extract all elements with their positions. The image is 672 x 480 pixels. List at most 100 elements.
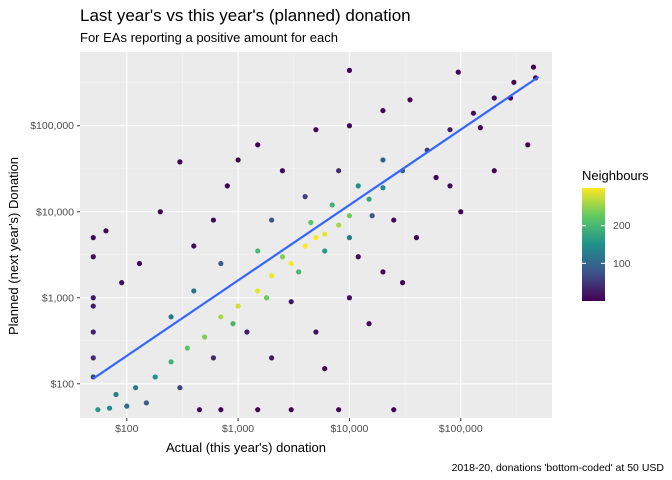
y-tick-label: $1,000 xyxy=(42,292,74,304)
x-axis-title: Actual (this year's) donation xyxy=(166,440,326,455)
data-point xyxy=(143,400,149,406)
data-point xyxy=(470,110,477,116)
data-point xyxy=(90,295,96,301)
data-point xyxy=(210,217,217,223)
data-point xyxy=(336,168,342,174)
data-point xyxy=(302,243,308,249)
data-point xyxy=(355,254,361,260)
color-legend: Neighbours 100 200 xyxy=(582,168,649,301)
data-point xyxy=(103,228,109,234)
data-point xyxy=(244,329,250,335)
data-point xyxy=(336,407,342,413)
data-point xyxy=(124,403,130,409)
data-point xyxy=(346,235,353,241)
data-point xyxy=(288,299,294,305)
legend-title: Neighbours xyxy=(582,168,649,183)
data-point xyxy=(235,157,241,163)
data-point xyxy=(90,355,96,361)
data-point xyxy=(168,314,174,320)
data-point xyxy=(391,407,397,413)
data-point xyxy=(322,248,328,254)
data-point xyxy=(413,235,420,241)
data-point xyxy=(346,67,353,73)
data-point xyxy=(177,385,183,391)
data-point xyxy=(346,123,353,129)
data-point xyxy=(132,385,139,391)
data-point xyxy=(255,407,261,413)
data-point xyxy=(269,355,275,361)
data-point xyxy=(191,243,197,249)
data-point xyxy=(530,64,537,70)
data-point xyxy=(433,174,439,181)
fit-line-group xyxy=(92,75,540,380)
data-point xyxy=(210,355,217,361)
data-point xyxy=(90,235,96,241)
data-point xyxy=(336,222,342,228)
data-point xyxy=(313,329,319,335)
chart-caption: 2018-20, donations 'bottom-coded' at 50 … xyxy=(451,462,664,474)
data-point xyxy=(313,235,319,241)
data-point xyxy=(152,374,158,380)
data-point xyxy=(279,254,286,260)
data-point xyxy=(184,345,190,351)
data-point xyxy=(391,217,397,223)
data-point xyxy=(136,260,143,267)
legend-tick-label: 200 xyxy=(613,220,631,232)
y-tick-label: $100,000 xyxy=(30,120,74,132)
data-point xyxy=(447,183,453,189)
data-point xyxy=(346,213,353,219)
data-point xyxy=(113,391,119,398)
data-point xyxy=(224,183,230,189)
data-point xyxy=(458,209,464,215)
data-point xyxy=(90,303,96,309)
data-point xyxy=(168,359,174,365)
data-point xyxy=(269,273,275,279)
y-axis-ticks: $100 $1,000 $10,000 $100,000 xyxy=(30,120,80,390)
fit-line xyxy=(92,75,540,380)
data-point xyxy=(407,97,413,103)
data-point xyxy=(369,213,375,219)
data-point xyxy=(288,407,294,413)
y-axis-title: Planned (next year's) Donation xyxy=(6,157,21,335)
data-point xyxy=(447,127,453,133)
data-point xyxy=(255,248,261,254)
chart-subtitle: For EAs reporting a positive amount for … xyxy=(80,30,338,45)
data-point xyxy=(366,196,372,202)
data-point xyxy=(322,366,328,372)
data-point xyxy=(477,125,483,131)
data-point xyxy=(355,183,361,189)
data-point xyxy=(308,219,314,226)
data-point xyxy=(263,295,270,301)
data-point xyxy=(322,231,328,237)
data-point xyxy=(511,79,517,85)
data-point xyxy=(90,254,96,260)
legend-ticks: 100 200 xyxy=(582,220,631,270)
data-point xyxy=(157,209,163,215)
data-point xyxy=(119,280,125,286)
x-tick-label: $1,000 xyxy=(222,423,254,435)
data-point xyxy=(296,269,302,275)
data-point xyxy=(399,280,406,286)
data-point xyxy=(218,260,224,267)
data-point xyxy=(313,127,319,133)
data-point xyxy=(491,168,497,174)
data-point xyxy=(177,159,183,165)
data-point xyxy=(269,217,275,223)
data-point xyxy=(288,260,294,267)
data-point xyxy=(302,194,308,200)
legend-colorbar xyxy=(582,188,605,301)
data-point xyxy=(380,269,386,275)
data-point xyxy=(196,407,203,413)
data-point xyxy=(455,69,461,75)
data-point xyxy=(329,202,335,208)
chart-title: Last year's vs this year's (planned) don… xyxy=(80,6,411,25)
data-point xyxy=(380,107,386,114)
data-point xyxy=(235,303,241,309)
data-point xyxy=(255,142,261,148)
data-point xyxy=(279,168,286,174)
data-point xyxy=(346,295,353,301)
y-tick-label: $100 xyxy=(51,378,75,390)
data-point xyxy=(230,321,236,327)
data-point xyxy=(525,142,531,148)
